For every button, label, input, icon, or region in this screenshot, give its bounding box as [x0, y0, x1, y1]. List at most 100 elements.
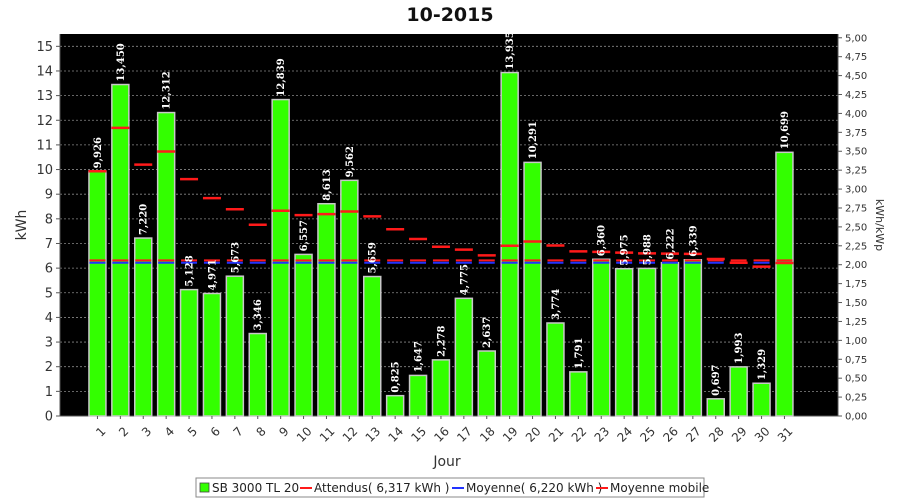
- y2-tick-label: 2,75: [845, 203, 867, 214]
- data-label: 13,935: [505, 31, 516, 69]
- x-tick-label: 4: [162, 424, 177, 439]
- bar-day-12: [340, 179, 359, 417]
- bar-day-10: [294, 253, 313, 417]
- bar-day-19: [500, 71, 519, 417]
- y-tick-label: 15: [36, 40, 53, 55]
- x-tick-label: 8: [254, 424, 269, 439]
- legend: SB 3000 TL 20 Attendus( 6,317 kWh ) Moyenn…: [195, 477, 709, 498]
- y-tick-label: 11: [36, 138, 53, 153]
- data-label: 6,360: [597, 225, 608, 256]
- y-tick-label: 13: [36, 89, 53, 104]
- y-tick-label: 9: [45, 188, 53, 203]
- bar-day-24: [614, 267, 634, 417]
- x-tick-label: 15: [408, 424, 429, 445]
- x-tick-label: 14: [386, 424, 407, 445]
- y2-tick-label: 0,00: [845, 412, 867, 423]
- x-axis-label: Jour: [432, 454, 461, 470]
- y-tick-label: 12: [36, 114, 53, 129]
- data-label: 5,128: [185, 255, 196, 286]
- y2-tick-label: 1,50: [845, 298, 867, 309]
- legend-box: [195, 477, 705, 498]
- bar-day-5: [179, 288, 199, 417]
- legend-swatch-production: [199, 482, 210, 493]
- y2-tick-label: 1,25: [845, 317, 867, 328]
- bar-day-26: [660, 261, 680, 417]
- data-label: 6,557: [299, 220, 310, 251]
- x-tick-label: 29: [729, 424, 750, 445]
- y2-tick-label: 3,25: [845, 166, 867, 177]
- x-tick-label: 17: [454, 424, 475, 445]
- x-tick-label: 28: [706, 424, 727, 445]
- data-label: 5,659: [368, 242, 379, 273]
- y2-tick-label: 3,00: [845, 185, 867, 196]
- x-tick-label: 6: [208, 424, 223, 439]
- bar-day-7: [225, 275, 245, 417]
- x-tick-label: 31: [775, 424, 796, 445]
- x-tick-label: 18: [477, 424, 498, 445]
- y2-tick-label: 3,75: [845, 128, 867, 139]
- bar-day-28: [706, 398, 725, 417]
- data-label: 5,975: [620, 234, 631, 265]
- y-tick-label: 8: [45, 212, 53, 227]
- y-tick-label: 3: [45, 336, 53, 351]
- y2-tick-label: 0,25: [845, 393, 867, 404]
- y2-tick-label: 4,50: [845, 71, 867, 82]
- y2-tick-label: 3,50: [845, 147, 867, 158]
- plot-area: [60, 34, 838, 416]
- y-tick-label: 5: [45, 286, 53, 301]
- data-label: 9,562: [345, 146, 356, 177]
- data-label: 12,839: [276, 58, 287, 96]
- data-label: 1,993: [734, 333, 745, 364]
- data-label: 1,791: [574, 338, 585, 369]
- bar-day-27: [683, 259, 703, 417]
- y2-tick-label: 4,25: [845, 90, 867, 101]
- bar-day-4: [156, 111, 176, 417]
- data-label: 8,613: [322, 169, 333, 200]
- bar-day-23: [592, 258, 611, 417]
- data-label: 2,278: [436, 326, 447, 357]
- bar-day-6: [202, 292, 222, 417]
- x-tick-label: 1: [93, 424, 108, 439]
- data-label: 9,926: [93, 137, 104, 168]
- y-tick-label: 1: [45, 385, 53, 400]
- bar-day-30: [752, 382, 771, 417]
- bar-day-13: [363, 275, 382, 417]
- legend-entry-production: SB 3000 TL 20: [212, 481, 299, 495]
- y-tick-label: 14: [36, 64, 53, 79]
- data-label: 10,291: [528, 121, 539, 159]
- legend-entry-expected: Attendus( 6,317 kWh ): [314, 481, 449, 495]
- chart-title: 10-2015: [406, 4, 493, 26]
- y2-tick-label: 4,00: [845, 109, 867, 120]
- bar-day-1: [88, 170, 107, 417]
- y-tick-label: 6: [45, 262, 53, 277]
- x-tick-label: 9: [276, 424, 291, 439]
- x-tick-label: 7: [231, 424, 246, 439]
- y2-tick-label: 1,75: [845, 279, 867, 290]
- y2-tick-label: 1,00: [845, 336, 867, 347]
- x-tick-label: 16: [431, 424, 452, 445]
- data-label: 6,339: [688, 225, 699, 256]
- bar-day-18: [477, 350, 496, 417]
- bar-day-17: [454, 297, 474, 417]
- bar-day-25: [637, 267, 657, 417]
- y2-tick-label: 2,25: [845, 241, 867, 252]
- data-label: 0,697: [711, 364, 722, 395]
- y-tick-label: 7: [45, 237, 53, 252]
- x-tick-label: 22: [569, 424, 590, 445]
- x-tick-label: 12: [340, 424, 361, 445]
- bar-day-14: [385, 394, 405, 417]
- data-label: 4,775: [459, 264, 470, 295]
- legend-entry-mean: Moyenne( 6,220 kWh ): [466, 481, 602, 495]
- data-label: 4,971: [207, 259, 218, 290]
- data-label: 0,825: [391, 361, 402, 392]
- bar-day-20: [523, 161, 542, 417]
- y2-tick-label: 2,50: [845, 222, 867, 233]
- data-label: 3,774: [551, 289, 562, 320]
- bar-day-11: [317, 202, 336, 417]
- bar-day-8: [248, 332, 267, 417]
- x-tick-label: 25: [637, 424, 658, 445]
- data-label: 10,699: [780, 111, 791, 149]
- data-label: 6,222: [665, 228, 676, 259]
